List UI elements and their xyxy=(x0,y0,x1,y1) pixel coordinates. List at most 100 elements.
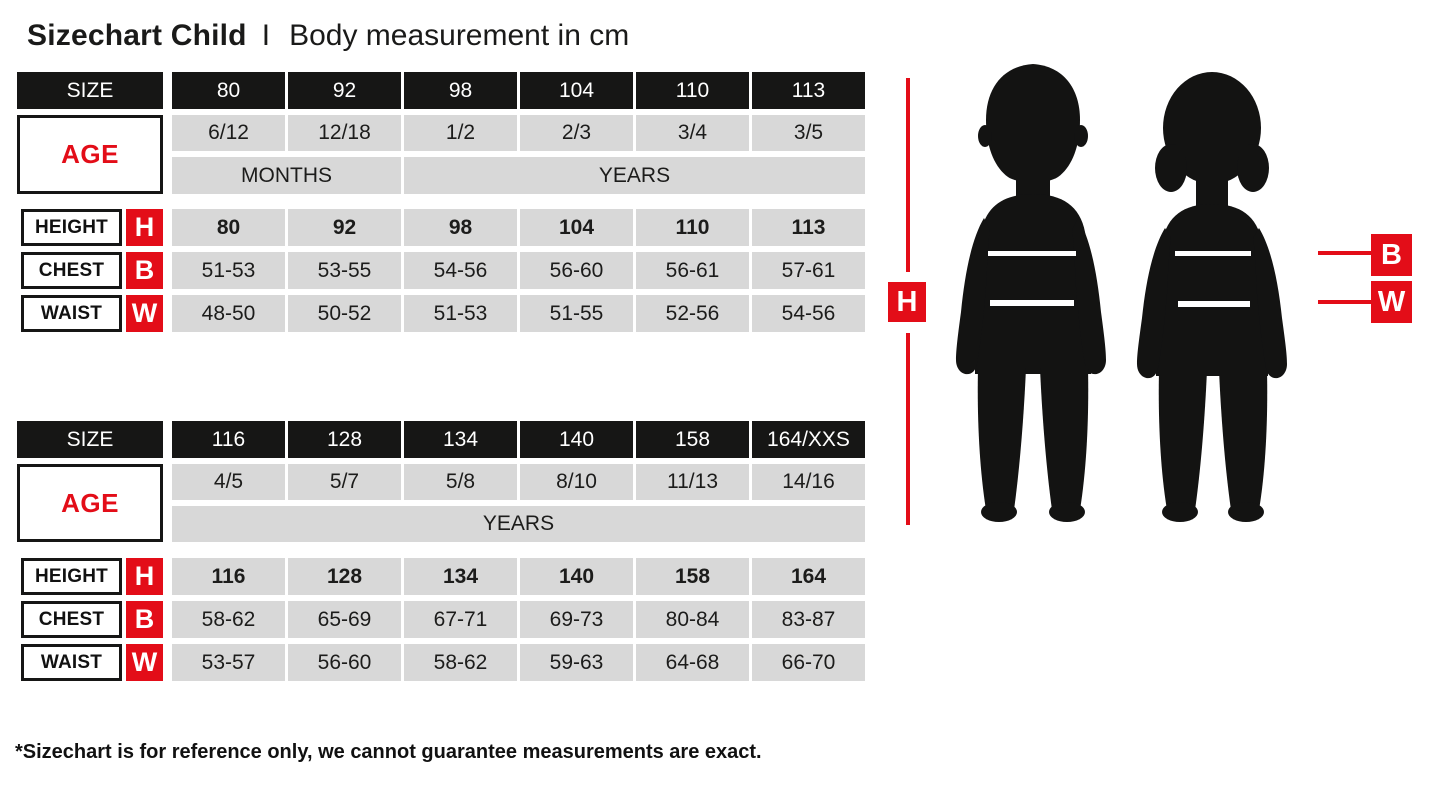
boy-waist-measure-band xyxy=(990,300,1074,306)
waist-value-cell: 53-57 xyxy=(172,644,285,681)
chest-marker-label: B xyxy=(1371,234,1412,276)
height-abbr-badge: H xyxy=(126,209,163,246)
boy-silhouette-icon xyxy=(956,64,1106,522)
waist-value-cell: 64-68 xyxy=(636,644,749,681)
size-value-cell: 158 xyxy=(636,421,749,458)
height-value-cell: 110 xyxy=(636,209,749,246)
size-value-cell: 128 xyxy=(288,421,401,458)
chest-value-cell: 58-62 xyxy=(172,601,285,638)
waist-value-cell: 54-56 xyxy=(752,295,865,332)
age-value-cell: 5/8 xyxy=(404,464,517,500)
waist-value-cell: 51-55 xyxy=(520,295,633,332)
chest-value-cell: 51-53 xyxy=(172,252,285,289)
chest-row-label: CHEST B xyxy=(17,601,163,638)
sizechart-table-small-body: HEIGHT H 80 92 98 104 110 113 CHEST B 51-53 53-55 54… xyxy=(17,209,865,332)
size-header-cell: SIZE xyxy=(17,421,163,458)
size-value-cell: 98 xyxy=(404,72,517,109)
size-value-cell: 113 xyxy=(752,72,865,109)
title-main: Sizechart Child xyxy=(27,19,247,52)
age-value-cell: 12/18 xyxy=(288,115,401,151)
size-value-cell: 140 xyxy=(520,421,633,458)
chest-value-cell: 53-55 xyxy=(288,252,401,289)
height-value-cell: 92 xyxy=(288,209,401,246)
age-value-cell: 3/5 xyxy=(752,115,865,151)
size-value-cell: 164/XXS xyxy=(752,421,865,458)
height-value-cell: 128 xyxy=(288,558,401,595)
age-value-cell: 1/2 xyxy=(404,115,517,151)
age-value-cell: 2/3 xyxy=(520,115,633,151)
size-header-cell: SIZE xyxy=(17,72,163,109)
chest-value-cell: 80-84 xyxy=(636,601,749,638)
chest-pointer-line xyxy=(1318,251,1371,255)
waist-value-cell: 58-62 xyxy=(404,644,517,681)
height-abbr-badge: H xyxy=(126,558,163,595)
chest-value-cell: 56-61 xyxy=(636,252,749,289)
chest-value-cell: 83-87 xyxy=(752,601,865,638)
chest-value-cell: 56-60 xyxy=(520,252,633,289)
girl-waist-measure-band xyxy=(1178,301,1250,307)
chest-abbr-badge: B xyxy=(126,601,163,638)
age-unit-cell: MONTHS xyxy=(172,157,401,194)
height-row-label: HEIGHT H xyxy=(17,209,163,246)
chest-label: CHEST xyxy=(21,252,122,289)
sizechart-table-large-body: HEIGHT H 116 128 134 140 158 164 CHEST B 58-62 65-6… xyxy=(17,558,865,681)
age-header-cell: AGE xyxy=(17,115,163,194)
waist-abbr-badge: W xyxy=(126,295,163,332)
chest-abbr-badge: B xyxy=(126,252,163,289)
girl-silhouette-icon xyxy=(1137,72,1287,522)
chest-row-label: CHEST B xyxy=(17,252,163,289)
waist-marker-label: W xyxy=(1371,281,1412,323)
boy-chest-measure-band xyxy=(988,251,1076,256)
girl-chest-measure-band xyxy=(1175,251,1251,256)
height-value-cell: 80 xyxy=(172,209,285,246)
height-label: HEIGHT xyxy=(21,558,122,595)
waist-row-label: WAIST W xyxy=(17,644,163,681)
waist-value-cell: 66-70 xyxy=(752,644,865,681)
height-marker-label: H xyxy=(888,282,926,322)
waist-pointer-line xyxy=(1318,300,1371,304)
height-value-cell: 164 xyxy=(752,558,865,595)
chest-value-cell: 67-71 xyxy=(404,601,517,638)
size-value-cell: 134 xyxy=(404,421,517,458)
height-value-cell: 140 xyxy=(520,558,633,595)
age-value-cell: 3/4 xyxy=(636,115,749,151)
age-value-cell: 6/12 xyxy=(172,115,285,151)
title-subtitle: Body measurement in cm xyxy=(289,19,630,52)
chest-value-cell: 69-73 xyxy=(520,601,633,638)
age-value-cell: 8/10 xyxy=(520,464,633,500)
waist-value-cell: 59-63 xyxy=(520,644,633,681)
waist-abbr-badge: W xyxy=(126,644,163,681)
size-value-cell: 116 xyxy=(172,421,285,458)
height-row-label: HEIGHT H xyxy=(17,558,163,595)
waist-value-cell: 48-50 xyxy=(172,295,285,332)
height-value-cell: 113 xyxy=(752,209,865,246)
sizechart-table-large-header: SIZE AGE 116 128 134 140 158 164/XXS 4/5 5/7 5/8 8/… xyxy=(17,421,865,542)
size-value-cell: 110 xyxy=(636,72,749,109)
age-header-cell: AGE xyxy=(17,464,163,542)
height-value-cell: 134 xyxy=(404,558,517,595)
size-value-cell: 80 xyxy=(172,72,285,109)
height-value-cell: 98 xyxy=(404,209,517,246)
height-label: HEIGHT xyxy=(21,209,122,246)
age-value-cell: 14/16 xyxy=(752,464,865,500)
height-value-cell: 158 xyxy=(636,558,749,595)
disclaimer-text: *Sizechart is for reference only, we can… xyxy=(15,741,762,763)
height-value-cell: 116 xyxy=(172,558,285,595)
height-value-cell: 104 xyxy=(520,209,633,246)
age-value-cell: 11/13 xyxy=(636,464,749,500)
height-measure-line-bottom xyxy=(906,333,910,525)
title-divider-icon: I xyxy=(261,19,271,52)
chest-value-cell: 54-56 xyxy=(404,252,517,289)
height-measure-line-top xyxy=(906,78,910,272)
waist-value-cell: 52-56 xyxy=(636,295,749,332)
age-value-cell: 5/7 xyxy=(288,464,401,500)
waist-label: WAIST xyxy=(21,295,122,332)
size-value-cell: 104 xyxy=(520,72,633,109)
chest-value-cell: 57-61 xyxy=(752,252,865,289)
waist-value-cell: 51-53 xyxy=(404,295,517,332)
chest-value-cell: 65-69 xyxy=(288,601,401,638)
age-unit-cell: YEARS xyxy=(172,506,865,542)
waist-value-cell: 56-60 xyxy=(288,644,401,681)
page-title: Sizechart Child I Body measurement in cm xyxy=(27,16,629,56)
